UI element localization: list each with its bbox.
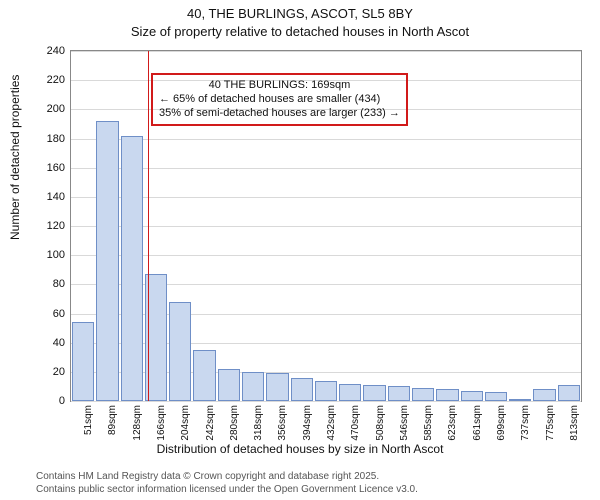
x-tick-label: 699sqm (496, 405, 507, 441)
bar (388, 386, 410, 401)
callout-line-1: 40 THE BURLINGS: 169sqm (159, 79, 400, 93)
y-tick-label: 160 (47, 162, 65, 174)
x-tick-label: 356sqm (277, 405, 288, 441)
x-tick-label: 661sqm (472, 405, 483, 441)
bar (436, 389, 458, 401)
bar (72, 322, 94, 401)
x-tick-label: 737sqm (520, 405, 531, 441)
bar (266, 373, 288, 401)
marker-line (148, 51, 149, 401)
x-tick-label: 89sqm (107, 405, 118, 435)
bar (339, 384, 361, 402)
x-tick-label: 470sqm (350, 405, 361, 441)
y-axis-label: Number of detached properties (8, 75, 22, 240)
chart-plot-area: 02040608010012014016018020022024051sqm89… (70, 50, 582, 402)
bar (461, 391, 483, 401)
x-tick-label: 204sqm (180, 405, 191, 441)
x-tick-label: 546sqm (399, 405, 410, 441)
y-tick-label: 0 (59, 395, 65, 407)
bar (509, 399, 531, 401)
x-tick-label: 585sqm (423, 405, 434, 441)
footer-line-2: Contains public sector information licen… (36, 483, 588, 496)
y-tick-label: 200 (47, 103, 65, 115)
y-tick-label: 140 (47, 191, 65, 203)
bar (169, 302, 191, 401)
bar (242, 372, 264, 401)
x-tick-label: 623sqm (447, 405, 458, 441)
bar (412, 388, 434, 401)
y-tick-label: 40 (53, 337, 65, 349)
bar (363, 385, 385, 401)
y-tick-label: 20 (53, 366, 65, 378)
x-tick-label: 51sqm (83, 405, 94, 435)
x-tick-label: 318sqm (253, 405, 264, 441)
x-tick-label: 128sqm (132, 405, 143, 441)
bar (218, 369, 240, 401)
y-tick-label: 120 (47, 220, 65, 232)
gridline (71, 401, 581, 402)
callout-line-3: 35% of semi-detached houses are larger (… (159, 107, 400, 121)
bar (96, 121, 118, 401)
page-subtitle: Size of property relative to detached ho… (0, 24, 600, 39)
x-tick-label: 775sqm (545, 405, 556, 441)
bar (533, 389, 555, 401)
footer-line-1: Contains HM Land Registry data © Crown c… (36, 470, 588, 483)
callout-box: 40 THE BURLINGS: 169sqm← 65% of detached… (151, 73, 408, 126)
x-tick-label: 432sqm (326, 405, 337, 441)
page-title: 40, THE BURLINGS, ASCOT, SL5 8BY (0, 6, 600, 21)
y-tick-label: 60 (53, 308, 65, 320)
y-tick-label: 220 (47, 74, 65, 86)
y-tick-label: 240 (47, 45, 65, 57)
bar (121, 136, 143, 401)
y-tick-label: 100 (47, 249, 65, 261)
x-tick-label: 242sqm (205, 405, 216, 441)
callout-line-2: ← 65% of detached houses are smaller (43… (159, 93, 400, 107)
y-tick-label: 180 (47, 133, 65, 145)
x-tick-label: 166sqm (156, 405, 167, 441)
footer-text: Contains HM Land Registry data © Crown c… (36, 470, 588, 496)
bar (485, 392, 507, 401)
x-axis-label: Distribution of detached houses by size … (0, 442, 600, 456)
y-tick-label: 80 (53, 278, 65, 290)
bar (558, 385, 580, 401)
x-tick-label: 280sqm (229, 405, 240, 441)
bar (291, 378, 313, 401)
x-tick-label: 394sqm (302, 405, 313, 441)
bar (193, 350, 215, 401)
bar (315, 381, 337, 401)
x-tick-label: 508sqm (375, 405, 386, 441)
x-tick-label: 813sqm (569, 405, 580, 441)
